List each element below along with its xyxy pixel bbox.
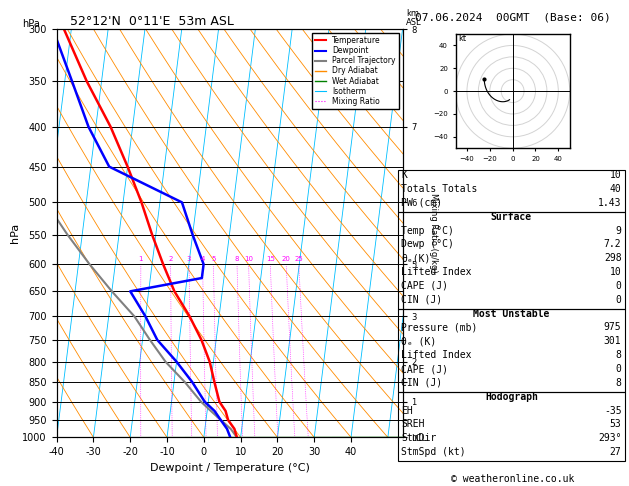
Text: 9: 9 <box>616 226 621 236</box>
Text: 2: 2 <box>169 256 173 262</box>
Text: CIN (J): CIN (J) <box>401 295 442 305</box>
Y-axis label: Mixing Ratio (g/kg): Mixing Ratio (g/kg) <box>429 193 438 273</box>
Text: CIN (J): CIN (J) <box>401 378 442 388</box>
Text: -35: -35 <box>604 405 621 416</box>
Text: 07.06.2024  00GMT  (Base: 06): 07.06.2024 00GMT (Base: 06) <box>415 12 611 22</box>
Text: 7.2: 7.2 <box>604 239 621 249</box>
Text: Totals Totals: Totals Totals <box>401 184 477 194</box>
Text: Dewp (°C): Dewp (°C) <box>401 239 454 249</box>
Text: 10: 10 <box>610 170 621 180</box>
Text: 293°: 293° <box>598 434 621 443</box>
Text: hPa: hPa <box>22 19 40 29</box>
Text: 10: 10 <box>610 267 621 277</box>
Text: 298: 298 <box>604 253 621 263</box>
Text: 10: 10 <box>244 256 253 262</box>
Text: CAPE (J): CAPE (J) <box>401 364 448 374</box>
Text: 5: 5 <box>211 256 216 262</box>
Text: 8: 8 <box>616 378 621 388</box>
Text: Lifted Index: Lifted Index <box>401 267 472 277</box>
Text: 4: 4 <box>201 256 205 262</box>
Text: 975: 975 <box>604 323 621 332</box>
Text: kt: kt <box>458 34 466 43</box>
Text: © weatheronline.co.uk: © weatheronline.co.uk <box>451 473 574 484</box>
Text: 8: 8 <box>235 256 239 262</box>
Text: 40: 40 <box>610 184 621 194</box>
Text: 15: 15 <box>266 256 275 262</box>
Text: 1: 1 <box>138 256 143 262</box>
Text: Most Unstable: Most Unstable <box>473 309 550 319</box>
Text: Lifted Index: Lifted Index <box>401 350 472 360</box>
Text: StmSpd (kt): StmSpd (kt) <box>401 447 466 457</box>
Text: PW (cm): PW (cm) <box>401 198 442 208</box>
Text: 8: 8 <box>616 350 621 360</box>
Text: Pressure (mb): Pressure (mb) <box>401 323 477 332</box>
Text: 0: 0 <box>616 295 621 305</box>
Text: 301: 301 <box>604 336 621 347</box>
Text: 1.43: 1.43 <box>598 198 621 208</box>
Text: 0: 0 <box>616 281 621 291</box>
Text: km
ASL: km ASL <box>406 9 421 27</box>
Text: 20: 20 <box>282 256 291 262</box>
Y-axis label: hPa: hPa <box>9 223 19 243</box>
Text: K: K <box>401 170 407 180</box>
Text: 53: 53 <box>610 419 621 430</box>
Text: θₑ (K): θₑ (K) <box>401 336 437 347</box>
Text: θₑ(K): θₑ(K) <box>401 253 431 263</box>
Text: 25: 25 <box>294 256 303 262</box>
Text: Surface: Surface <box>491 211 532 222</box>
Text: Hodograph: Hodograph <box>485 392 538 402</box>
Text: 52°12'N  0°11'E  53m ASL: 52°12'N 0°11'E 53m ASL <box>70 15 235 28</box>
Text: 3: 3 <box>187 256 191 262</box>
Text: 27: 27 <box>610 447 621 457</box>
Text: StmDir: StmDir <box>401 434 437 443</box>
Text: SREH: SREH <box>401 419 425 430</box>
X-axis label: Dewpoint / Temperature (°C): Dewpoint / Temperature (°C) <box>150 463 309 473</box>
Text: CAPE (J): CAPE (J) <box>401 281 448 291</box>
Text: EH: EH <box>401 405 413 416</box>
Text: Temp (°C): Temp (°C) <box>401 226 454 236</box>
Legend: Temperature, Dewpoint, Parcel Trajectory, Dry Adiabat, Wet Adiabat, Isotherm, Mi: Temperature, Dewpoint, Parcel Trajectory… <box>311 33 399 109</box>
Text: 0: 0 <box>616 364 621 374</box>
